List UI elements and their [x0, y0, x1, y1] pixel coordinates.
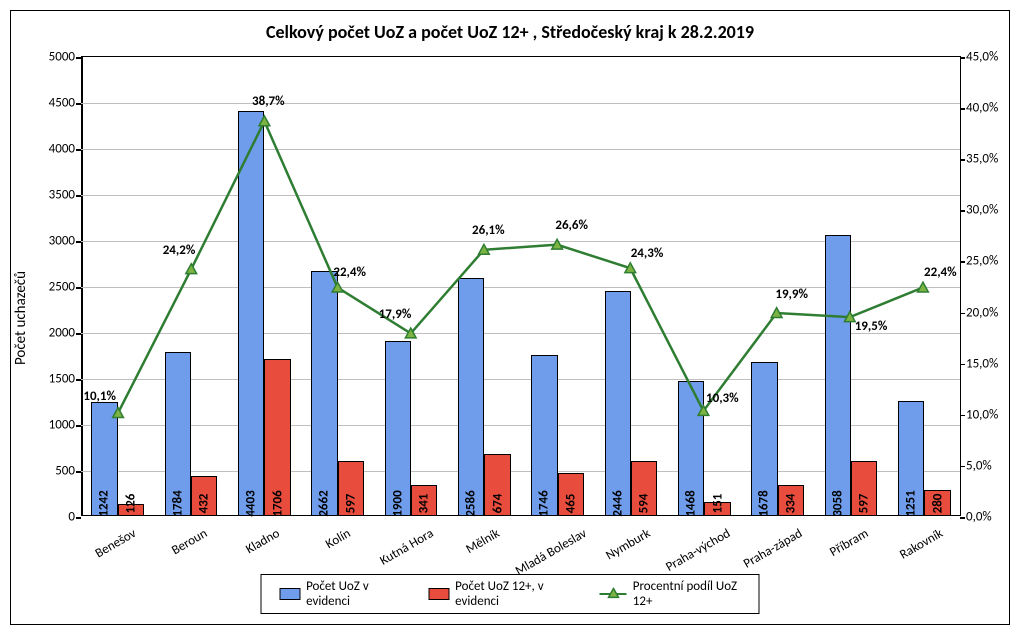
legend-swatch-bar1	[280, 588, 301, 600]
legend-item-bar2: Počet UoZ 12+, v evidenci	[429, 579, 570, 609]
percent-label: 17,9%	[379, 307, 412, 322]
percent-label: 24,2%	[163, 243, 196, 258]
x-category-label: Praha-východ	[664, 526, 734, 575]
y-right-tick: 15,0%	[966, 356, 998, 371]
chart-title: Celkový počet UoZ a počet UoZ 12+ , Stře…	[11, 11, 1009, 49]
y-left-tick: 3500	[49, 188, 75, 203]
x-category-label: Kladno	[244, 526, 283, 557]
x-category-label: Beroun	[169, 526, 210, 558]
y-axis-left-title: Počet uchazečů	[12, 270, 30, 364]
x-category-label: Praha-západ	[741, 526, 805, 572]
y-left-tick: 4500	[49, 96, 75, 111]
legend: Počet UoZ v evidenci Počet UoZ 12+, v ev…	[261, 574, 760, 614]
y-right-tick: 20,0%	[966, 305, 998, 320]
y-right-tick: 25,0%	[966, 254, 998, 269]
percent-label: 10,3%	[706, 391, 739, 406]
y-left-tick: 4000	[49, 142, 75, 157]
x-category-label: Benešov	[92, 526, 138, 561]
legend-item-bar1: Počet UoZ v evidenci	[280, 579, 399, 609]
percent-label: 19,5%	[855, 319, 888, 334]
percent-label: 19,9%	[775, 287, 808, 302]
y-left-tick: 500	[55, 464, 75, 479]
percent-label: 26,1%	[472, 223, 505, 238]
percent-label: 24,3%	[631, 246, 664, 261]
percent-label: 22,4%	[333, 265, 366, 280]
y-left-tick: 2500	[49, 280, 75, 295]
legend-line-icon	[600, 587, 627, 601]
percent-label: 10,1%	[83, 389, 116, 404]
percent-label: 22,4%	[924, 265, 957, 280]
y-right-tick: 40,0%	[966, 101, 998, 116]
y-left-tick: 1500	[49, 372, 75, 387]
x-category-label: Rakovník	[898, 526, 946, 563]
legend-label-bar1: Počet UoZ v evidenci	[306, 579, 398, 609]
legend-item-line: Procentní podíl UoZ 12+	[600, 579, 741, 609]
percent-label: 38,7%	[252, 94, 285, 109]
plot-area: 0500100015002000250030003500400045005000…	[81, 56, 961, 516]
y-left-tick: 0	[68, 510, 75, 525]
x-category-label: Mělník	[464, 526, 503, 557]
legend-label-line: Procentní podíl UoZ 12+	[633, 579, 741, 609]
y-right-tick: 45,0%	[966, 50, 998, 65]
x-category-label: Příbram	[827, 526, 871, 560]
y-left-tick: 3000	[49, 234, 75, 249]
y-right-tick: 0,0%	[966, 510, 992, 525]
y-right-tick: 10,0%	[966, 407, 998, 422]
x-category-label: Mladá Boleslav	[513, 526, 589, 579]
legend-swatch-bar2	[429, 588, 450, 600]
chart-container: Celkový počet UoZ a počet UoZ 12+ , Stře…	[10, 10, 1010, 625]
y-right-tick: 5,0%	[966, 458, 992, 473]
x-category-label: Nymburk	[603, 526, 653, 563]
y-left-tick: 1000	[49, 418, 75, 433]
y-right-tick: 30,0%	[966, 203, 998, 218]
x-category-label: Kutná Hora	[377, 526, 436, 569]
y-left-tick: 2000	[49, 326, 75, 341]
x-category-label: Kolín	[323, 526, 353, 552]
percent-label: 26,6%	[555, 218, 588, 233]
legend-label-bar2: Počet UoZ 12+, v evidenci	[455, 579, 569, 609]
y-right-tick: 35,0%	[966, 152, 998, 167]
y-left-tick: 5000	[49, 50, 75, 65]
percent-line	[81, 57, 960, 516]
